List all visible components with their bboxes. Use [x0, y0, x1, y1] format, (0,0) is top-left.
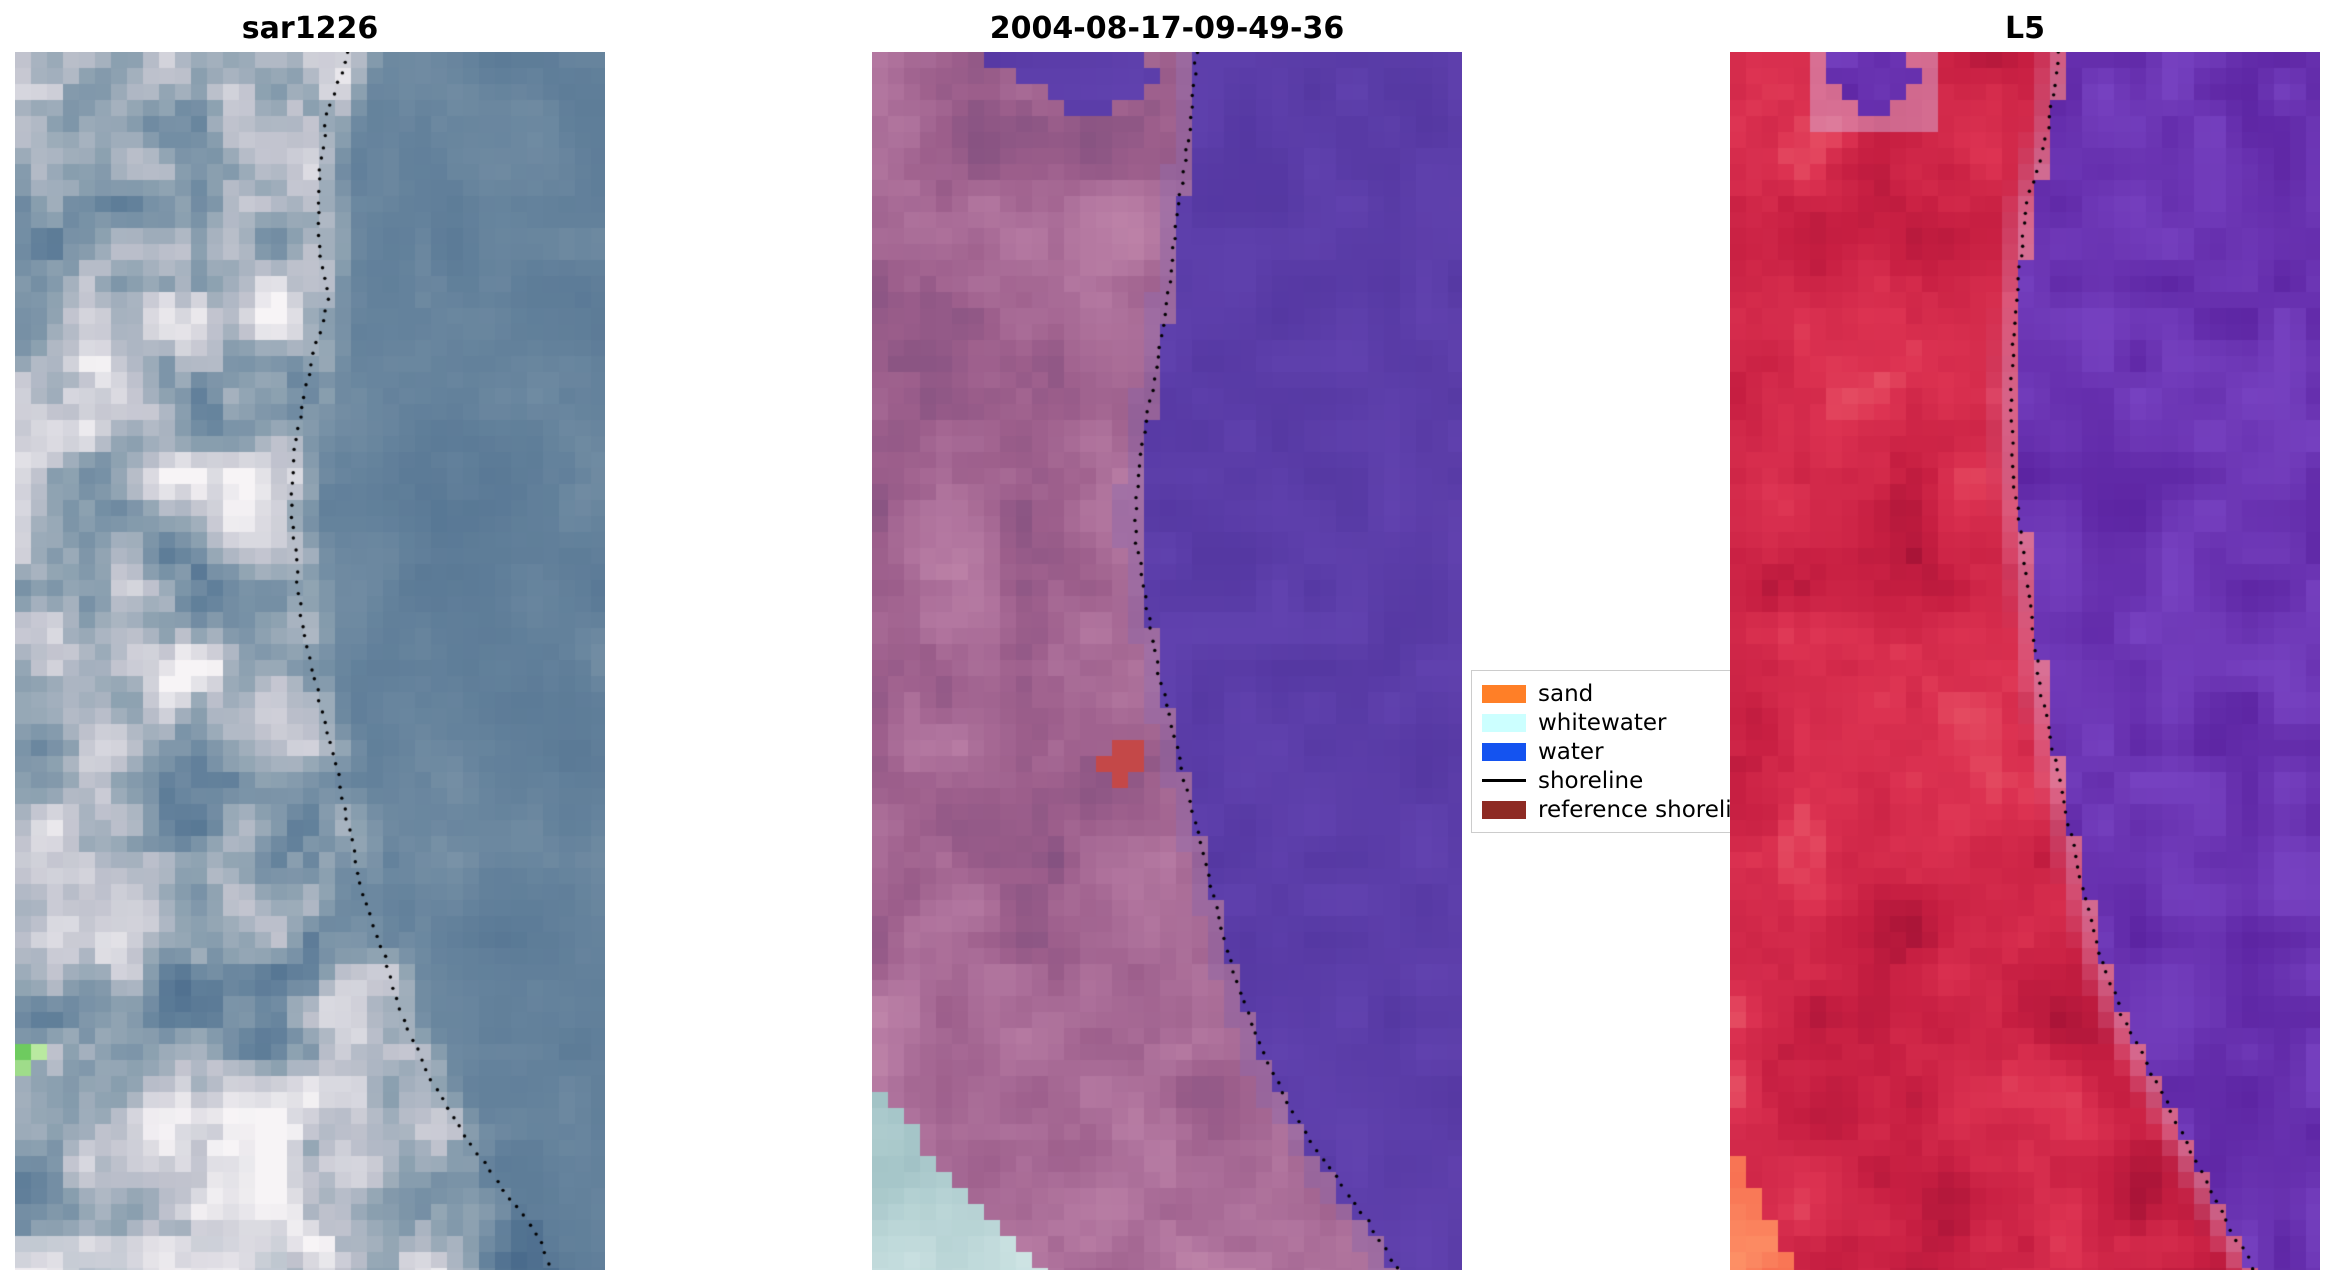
legend-label-water: water: [1538, 738, 1604, 765]
legend-label-shoreline: shoreline: [1538, 767, 1644, 794]
panel-l5: L5: [1730, 8, 2320, 1270]
legend-item-whitewater: whitewater: [1482, 708, 1794, 737]
panel-rgb2004: 2004-08-17-09-49-36: [872, 8, 1462, 1270]
whitewater-swatch: [1482, 713, 1526, 732]
satellite-image-l5-canvas: [1730, 52, 2320, 1270]
water-swatch: [1482, 742, 1526, 761]
panel-title: L5: [2005, 11, 2045, 46]
shoreline-line-swatch: [1482, 779, 1526, 782]
sand-swatch: [1482, 684, 1526, 703]
legend-label-whitewater: whitewater: [1538, 709, 1667, 736]
legend-item-sand: sand: [1482, 679, 1794, 708]
panel-title: 2004-08-17-09-49-36: [989, 11, 1345, 46]
legend-label-sand: sand: [1538, 680, 1594, 707]
satellite-image-sar1226-canvas: [15, 52, 605, 1270]
legend-item-water: water: [1482, 737, 1794, 766]
panel-sar1226: sar1226: [15, 8, 605, 1270]
legend-item-shoreline: shoreline: [1482, 766, 1794, 795]
panel-title: sar1226: [241, 11, 379, 46]
legend-label-reference-shoreline: reference shoreline: [1538, 796, 1761, 823]
legend-item-reference-shoreline: reference shoreline: [1482, 795, 1794, 824]
reference-shoreline-swatch: [1482, 800, 1526, 819]
satellite-image-rgb2004-canvas: [872, 52, 1462, 1270]
